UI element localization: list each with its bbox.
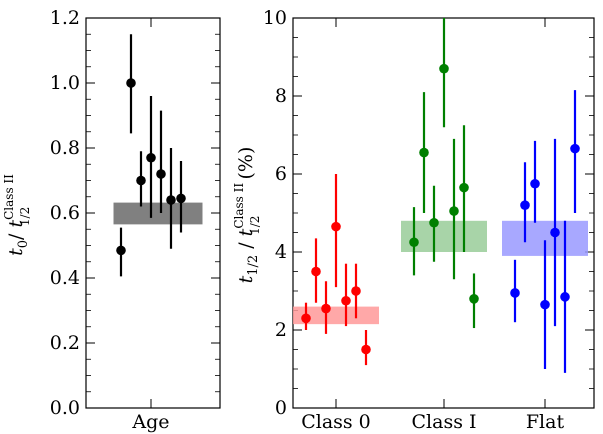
- panel-classes: 0 2 4 6 8 10 Class 0 Class I Flat t1/2 / tClass I…: [232, 7, 595, 433]
- data-point: [156, 169, 166, 179]
- data-point: [361, 344, 371, 355]
- band-age: [113, 202, 203, 225]
- y-tick-label: 0.4: [50, 267, 80, 289]
- data-point: [530, 178, 540, 189]
- y-tick-label: 0.2: [50, 332, 80, 354]
- data-point: [321, 303, 331, 314]
- data-point: [351, 286, 361, 296]
- y-tick-label: 1.2: [50, 7, 80, 29]
- data-point: [126, 78, 136, 88]
- data-point: [419, 147, 429, 158]
- panel-age: 0.0 0.2 0.4 0.6 0.8 1.0 1.2 Age t0/ tClass II 1/2: [2, 7, 221, 433]
- x-tick-label: Flat: [526, 411, 565, 433]
- data-point: [176, 193, 186, 204]
- data-point: [166, 195, 176, 205]
- y-tick-label: 0: [275, 397, 287, 419]
- band-class-0: [293, 306, 379, 325]
- y-tick-label: 10: [263, 7, 287, 29]
- data-point: [469, 294, 479, 304]
- data-point: [510, 288, 520, 298]
- data-point: [550, 227, 560, 238]
- x-tick-label: Age: [131, 411, 169, 433]
- data-point: [409, 237, 419, 248]
- data-point: [439, 63, 449, 74]
- x-tick-label: Class I: [412, 411, 477, 433]
- data-point: [301, 313, 311, 324]
- data-point: [136, 175, 146, 186]
- y-tick-label: 8: [275, 85, 287, 107]
- y-tick-label: 2: [275, 319, 287, 341]
- data-point: [560, 292, 570, 302]
- data-point: [116, 245, 126, 256]
- y-axis-label: t1/2 / tClass II 1/2 (%): [232, 147, 262, 284]
- data-point: [540, 299, 550, 310]
- y-tick-label: 4: [275, 241, 287, 263]
- data-point: [311, 266, 321, 277]
- y-axis-label: t0/ tClass II 1/2: [2, 174, 32, 256]
- y-tick-label: 1.0: [50, 72, 80, 94]
- data-point: [146, 152, 156, 163]
- data-point: [520, 200, 530, 210]
- data-point: [429, 217, 439, 228]
- y-tick-label: 6: [275, 163, 287, 185]
- y-tick-label: 0.8: [50, 137, 80, 159]
- y-tick-label: 0.6: [50, 202, 80, 224]
- data-point: [459, 182, 469, 193]
- data-point: [570, 143, 580, 154]
- data-point: [331, 221, 341, 232]
- x-tick-label: Class 0: [301, 411, 371, 433]
- data-point: [341, 295, 351, 306]
- y-tick-label: 0.0: [50, 397, 80, 419]
- data-point: [449, 206, 459, 216]
